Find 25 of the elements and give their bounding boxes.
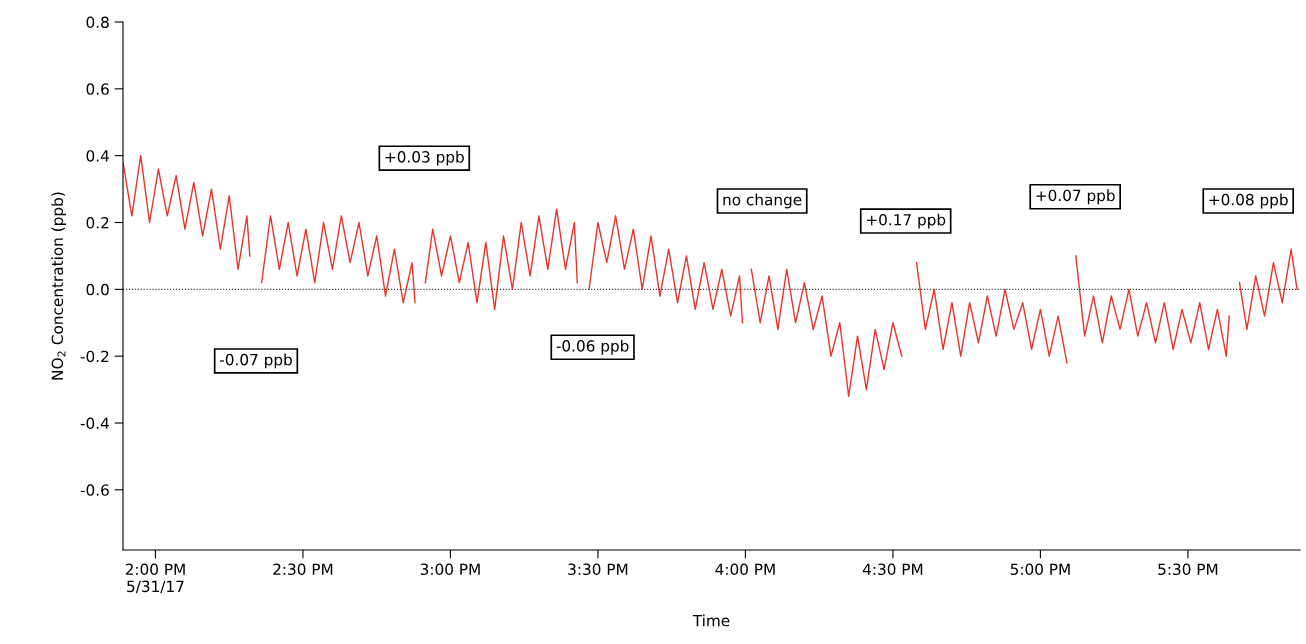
x-tick-label: 3:30 PM: [568, 563, 628, 576]
y-axis-title: NO$_{2}$ Concentration (ppb): [51, 192, 67, 380]
y-tick-label: -0.6: [80, 484, 109, 496]
x-tick-label: 2:00 PM 5/31/17: [125, 563, 185, 594]
annotation: -0.06 ppb: [556, 339, 629, 355]
y-tick-label: 0.0: [86, 283, 109, 296]
y-tick-label: 0.4: [86, 150, 109, 162]
x-tick-label: 4:00 PM: [715, 563, 775, 576]
x-tick-label: 3:00 PM: [420, 563, 480, 576]
y-tick-label: 0.6: [86, 83, 109, 95]
y-tick-label: 0.2: [86, 216, 109, 229]
y-tick-label: -0.2: [80, 350, 109, 363]
x-tick-label: 4:30 PM: [862, 563, 923, 576]
annotation: -0.07 ppb: [220, 353, 292, 369]
annotation: +0.03 ppb: [385, 150, 464, 166]
annotation: +0.07 ppb: [1036, 189, 1115, 205]
annotation: no change: [723, 193, 802, 209]
x-tick-label: 5:00 PM: [1010, 563, 1070, 576]
x-tick-label: 2:30 PM: [273, 563, 333, 576]
annotation: +0.17 ppb: [866, 213, 946, 229]
x-tick-label: 5:30 PM: [1158, 563, 1218, 576]
y-tick-label: 0.8: [86, 16, 109, 29]
annotation: +0.08 ppb: [1209, 193, 1288, 209]
x-axis-title: Time: [692, 614, 730, 627]
y-tick-label: -0.4: [80, 417, 109, 430]
